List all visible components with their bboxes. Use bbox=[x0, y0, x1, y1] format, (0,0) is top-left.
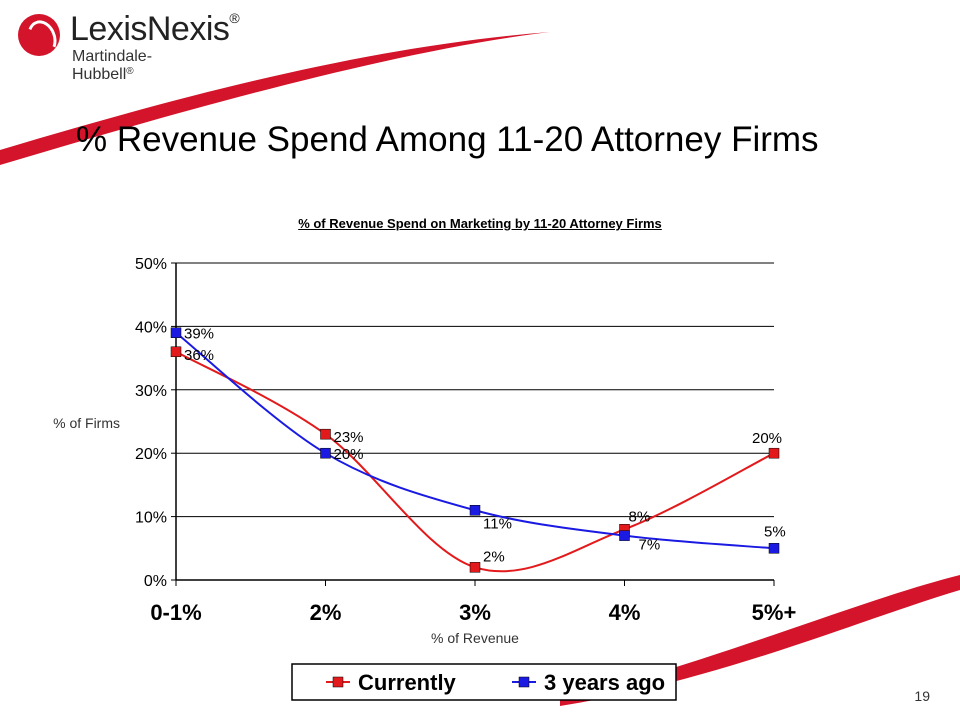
series-line-currently bbox=[175, 350, 775, 573]
page-title: % Revenue Spend Among 11-20 Attorney Fir… bbox=[76, 120, 819, 159]
data-label: 7% bbox=[639, 537, 661, 554]
y-tick-label: 40% bbox=[135, 319, 167, 336]
legend-label: Currently bbox=[358, 670, 457, 695]
data-label: 11% bbox=[483, 515, 512, 532]
x-tick-label: 0-1% bbox=[150, 600, 201, 625]
x-tick-label: 5%+ bbox=[752, 600, 797, 625]
data-point bbox=[320, 428, 331, 440]
brand-division-mark: ® bbox=[126, 66, 134, 77]
data-label: 39% bbox=[184, 326, 214, 343]
data-label: 5% bbox=[764, 523, 786, 540]
brand-name: LexisNexis bbox=[70, 10, 230, 48]
data-point bbox=[320, 447, 331, 459]
data-point bbox=[170, 327, 182, 338]
y-axis-label: % of Firms bbox=[53, 415, 120, 431]
page-number: 19 bbox=[914, 688, 930, 704]
legend-swatch-marker bbox=[332, 676, 344, 688]
lexisnexis-logo: LexisNexis® Martindale-Hubbell® bbox=[10, 6, 240, 83]
y-tick-label: 30% bbox=[135, 383, 167, 400]
chart-title: % of Revenue Spend on Marketing by 11-20… bbox=[298, 216, 662, 231]
brand-name-mark: ® bbox=[229, 10, 240, 26]
data-label: 20% bbox=[752, 430, 782, 447]
x-tick-label: 2% bbox=[310, 600, 342, 625]
brand-division: Martindale-Hubbell bbox=[72, 48, 153, 83]
lexisnexis-logo-mark-icon bbox=[18, 14, 60, 56]
y-tick-label: 10% bbox=[135, 510, 167, 527]
data-point bbox=[170, 346, 182, 358]
x-tick-label: 4% bbox=[609, 600, 641, 625]
data-point bbox=[768, 543, 780, 554]
y-tick-label: 20% bbox=[135, 446, 167, 463]
y-tick-label: 50% bbox=[135, 256, 167, 273]
data-label: 23% bbox=[334, 429, 364, 446]
data-point bbox=[619, 530, 630, 541]
data-label: 8% bbox=[629, 508, 651, 525]
legend-label: 3 years ago bbox=[544, 670, 665, 695]
x-tick-label: 3% bbox=[459, 600, 491, 625]
legend-box bbox=[291, 663, 677, 701]
x-axis-label: % of Revenue bbox=[431, 630, 519, 646]
series-line-3-years-ago bbox=[175, 331, 775, 550]
data-point bbox=[469, 562, 481, 573]
data-point bbox=[469, 505, 481, 516]
data-label: 2% bbox=[483, 548, 505, 565]
data-label: 20% bbox=[334, 446, 364, 463]
data-label: 36% bbox=[184, 347, 214, 364]
legend-swatch-marker bbox=[518, 676, 530, 688]
y-tick-label: 0% bbox=[144, 573, 167, 590]
data-point bbox=[768, 447, 780, 459]
